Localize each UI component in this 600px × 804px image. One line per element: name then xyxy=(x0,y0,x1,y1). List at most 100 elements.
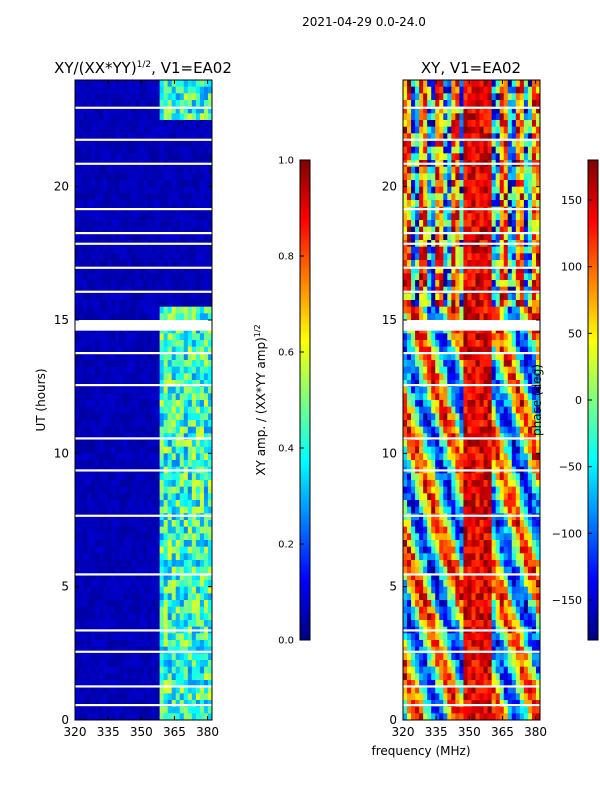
amplitude-cell xyxy=(184,533,188,540)
amplitude-cell xyxy=(144,360,148,367)
amplitude-cell xyxy=(79,113,83,120)
phase-cell xyxy=(472,147,476,154)
amplitude-cell xyxy=(168,407,172,414)
phase-cell xyxy=(524,127,528,134)
phase-cell xyxy=(520,247,524,254)
amplitude-cell xyxy=(192,260,196,267)
amplitude-cell xyxy=(123,667,127,674)
phase-cell xyxy=(512,147,516,154)
amplitude-cell xyxy=(152,353,156,360)
amplitude-cell xyxy=(200,220,204,227)
amplitude-cell xyxy=(172,493,176,500)
amplitude-cell xyxy=(200,93,204,100)
amplitude-cell xyxy=(180,560,184,567)
phase-cell xyxy=(463,340,467,347)
amplitude-cell xyxy=(103,173,107,180)
amplitude-cell xyxy=(172,213,176,220)
phase-cell xyxy=(443,367,447,374)
amplitude-cell xyxy=(99,273,103,280)
amplitude-cell xyxy=(164,460,168,467)
phase-cell xyxy=(496,360,500,367)
amplitude-cell xyxy=(152,360,156,367)
amplitude-cell xyxy=(168,87,172,94)
phase-cell xyxy=(508,220,512,227)
amplitude-cell xyxy=(172,567,176,574)
amplitude-cell xyxy=(95,487,99,494)
phase-cell xyxy=(455,127,459,134)
phase-cell xyxy=(431,367,435,374)
amplitude-cell xyxy=(91,213,95,220)
phase-cell xyxy=(463,187,467,194)
amplitude-cell xyxy=(107,480,111,487)
amplitude-cell xyxy=(156,420,160,427)
amplitude-cell xyxy=(91,293,95,300)
phase-cell xyxy=(484,80,488,87)
phase-cell xyxy=(484,120,488,127)
amplitude-cell xyxy=(111,707,115,714)
phase-cell xyxy=(447,233,451,240)
amplitude-cell xyxy=(103,340,107,347)
phase-cell xyxy=(439,387,443,394)
amplitude-cell xyxy=(176,527,180,534)
amplitude-cell xyxy=(119,300,123,307)
phase-cell xyxy=(480,387,484,394)
amplitude-cell xyxy=(111,660,115,667)
amplitude-cell xyxy=(83,447,87,454)
phase-cell xyxy=(512,140,516,147)
phase-cell xyxy=(403,373,407,380)
amplitude-cell xyxy=(160,340,164,347)
amplitude-cell xyxy=(152,220,156,227)
phase-cell xyxy=(520,387,524,394)
phase-cell xyxy=(463,207,467,214)
phase-cell xyxy=(455,247,459,254)
amplitude-cell xyxy=(172,547,176,554)
phase-cell xyxy=(500,293,504,300)
phase-cell xyxy=(403,247,407,254)
amplitude-cell xyxy=(160,280,164,287)
amplitude-cell xyxy=(115,567,119,574)
amplitude-cell xyxy=(99,260,103,267)
amplitude-cell xyxy=(196,120,200,127)
phase-cell xyxy=(447,113,451,120)
amplitude-cell xyxy=(160,260,164,267)
amplitude-cell xyxy=(123,620,127,627)
amplitude-cell xyxy=(95,440,99,447)
amplitude-cell xyxy=(164,247,168,254)
phase-cell xyxy=(488,153,492,160)
amplitude-cell xyxy=(95,173,99,180)
phase-cell xyxy=(411,233,415,240)
amplitude-cell xyxy=(111,387,115,394)
amplitude-cell xyxy=(83,713,87,720)
phase-cell xyxy=(423,87,427,94)
amplitude-cell xyxy=(119,167,123,174)
amplitude-cell xyxy=(184,293,188,300)
amplitude-cell xyxy=(172,533,176,540)
amplitude-cell xyxy=(99,653,103,660)
amplitude-cell xyxy=(196,393,200,400)
phase-cell xyxy=(403,313,407,320)
amplitude-cell xyxy=(95,260,99,267)
amplitude-cell xyxy=(115,407,119,414)
amplitude-cell xyxy=(192,660,196,667)
phase-cell xyxy=(524,280,528,287)
amplitude-cell xyxy=(75,80,79,87)
amplitude-cell xyxy=(168,367,172,374)
amplitude-cell xyxy=(99,307,103,314)
amplitude-cell xyxy=(131,407,135,414)
phase-cell xyxy=(467,260,471,267)
amplitude-cell xyxy=(172,87,176,94)
amplitude-cell xyxy=(103,280,107,287)
amplitude-cell xyxy=(200,673,204,680)
amplitude-cell xyxy=(172,113,176,120)
amplitude-cell xyxy=(160,453,164,460)
amplitude-cell xyxy=(188,100,192,107)
amplitude-cell xyxy=(156,187,160,194)
phase-cell xyxy=(443,173,447,180)
amplitude-cell xyxy=(152,140,156,147)
amplitude-cell xyxy=(180,507,184,514)
phase-cell xyxy=(411,373,415,380)
phase-cell xyxy=(443,213,447,220)
amplitude-cell xyxy=(99,427,103,434)
phase-cell xyxy=(463,307,467,314)
amplitude-cell xyxy=(168,693,172,700)
